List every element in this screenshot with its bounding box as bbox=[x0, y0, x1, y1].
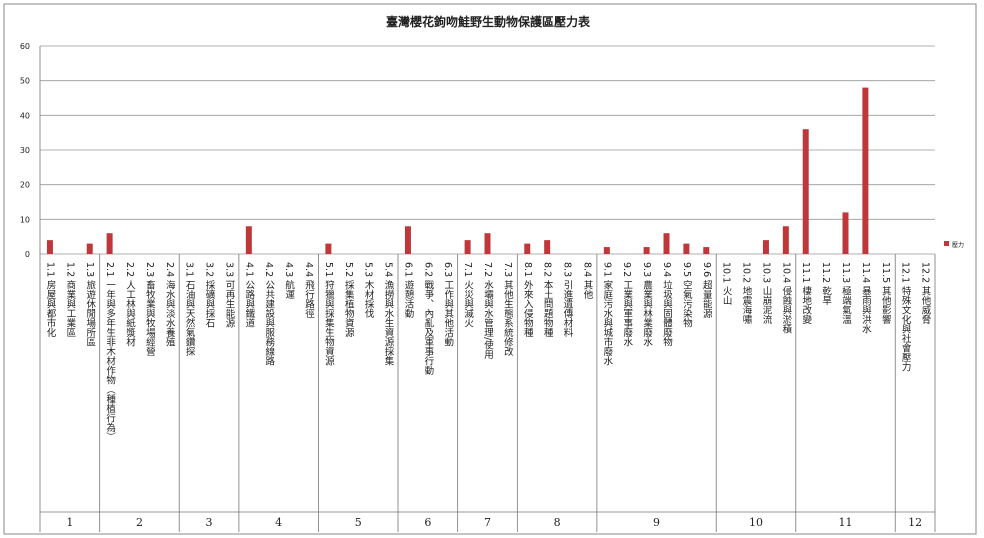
bar bbox=[862, 87, 869, 254]
group-label: 1 bbox=[66, 516, 73, 529]
x-tick-label: 9.2 工業與軍事廢水 bbox=[621, 262, 633, 347]
bar bbox=[802, 129, 809, 254]
bar bbox=[86, 243, 93, 254]
x-tick-label: 5.4 漁撈與水生資源採集 bbox=[383, 262, 395, 366]
x-tick-label: 8.1 外來入侵物種 bbox=[522, 262, 534, 338]
bar bbox=[325, 243, 332, 254]
y-tick-label: 50 bbox=[20, 77, 30, 86]
y-tick-label: 20 bbox=[20, 181, 30, 190]
group-label: 5 bbox=[355, 516, 362, 529]
x-tick-label: 4.3 航運 bbox=[283, 262, 295, 299]
group-label: 3 bbox=[206, 516, 213, 529]
x-tick-label: 5.1 狩獵與採集生物資源 bbox=[323, 262, 335, 366]
bar bbox=[106, 233, 113, 254]
x-tick-label: 9.1 家庭污水與城市廢水 bbox=[601, 262, 613, 366]
x-tick-label: 11.1 棲地改變 bbox=[800, 262, 812, 325]
group-label: 10 bbox=[749, 516, 763, 529]
bar bbox=[703, 247, 710, 254]
y-tick-label: 0 bbox=[25, 250, 30, 259]
bar bbox=[762, 240, 769, 254]
x-tick-label: 4.1 公路與鐵道 bbox=[243, 262, 255, 328]
x-tick-label: 8.3 引進遺傳材料 bbox=[562, 262, 574, 338]
group-label: 12 bbox=[908, 516, 922, 529]
x-tick-label: 6.3 工作與其他活動 bbox=[442, 262, 454, 347]
x-tick-label: 2.3 畜牧業與牧場經營 bbox=[144, 262, 156, 357]
bar bbox=[464, 240, 471, 254]
x-tick-label: 4.4 飛行路徑 bbox=[303, 262, 315, 318]
bar bbox=[643, 247, 650, 254]
x-tick-label: 3.2 採礦與採石 bbox=[204, 262, 216, 328]
x-tick-label: 12.1 特殊文化與社會壓力 bbox=[900, 262, 912, 373]
x-tick-label: 9.5 空氣污染物 bbox=[681, 262, 693, 328]
x-tick-label: 9.6 超量能源 bbox=[701, 262, 713, 319]
bar bbox=[245, 226, 252, 254]
legend-label: 壓力 bbox=[952, 241, 964, 249]
group-label: 11 bbox=[839, 516, 853, 529]
x-tick-label: 3.1 石油與天然氣鑽探 bbox=[184, 262, 196, 356]
x-tick-label: 2.4 海水與淡水養殖 bbox=[164, 262, 176, 347]
group-label: 2 bbox=[136, 516, 143, 529]
bar bbox=[663, 233, 670, 254]
chart-title: 臺灣櫻花鉤吻鮭野生動物保護區壓力表 bbox=[386, 14, 591, 29]
group-label: 8 bbox=[554, 516, 561, 529]
x-tick-label: 1.2 商業與工業區 bbox=[64, 262, 76, 337]
x-tick-label: 11.5 其他影響 bbox=[880, 262, 892, 325]
bar bbox=[484, 233, 491, 254]
x-tick-label: 2.1 一年與多年生非木材作物（種植行為） bbox=[104, 262, 116, 442]
x-tick-label: 11.4 暴雨與洪水 bbox=[860, 262, 872, 334]
x-tick-label: 5.2 採集植物資源 bbox=[343, 262, 355, 338]
group-label: 7 bbox=[484, 516, 491, 529]
bar bbox=[544, 240, 551, 254]
x-tick-label: 1.3 旅遊休閒場所區 bbox=[84, 262, 96, 347]
bar bbox=[842, 212, 849, 254]
x-tick-label: 4.2 公共建設與服務線路 bbox=[263, 262, 275, 366]
x-tick-label: 6.2 戰爭、內亂及軍事行動 bbox=[422, 262, 434, 376]
legend-swatch bbox=[944, 241, 949, 246]
x-tick-label: 7.1 火災與滅火 bbox=[462, 262, 474, 328]
x-tick-label: 9.4 垃圾與固體廢物 bbox=[661, 262, 673, 347]
bar bbox=[782, 226, 789, 254]
x-tick-label: 11.2 乾旱 bbox=[820, 262, 832, 306]
x-tick-label: 2.2 人工林與紙漿材 bbox=[124, 262, 136, 347]
x-tick-label: 10.1 火山 bbox=[721, 262, 733, 305]
y-tick-label: 30 bbox=[20, 146, 30, 155]
x-tick-label: 10.4 侵蝕與淤積 bbox=[780, 262, 792, 335]
group-label: 4 bbox=[275, 516, 282, 529]
bar bbox=[46, 240, 53, 254]
x-tick-label: 8.2 本土問題物種 bbox=[542, 262, 554, 338]
x-tick-label: 7.2 水壩與水管理/使用 bbox=[482, 262, 494, 360]
x-tick-label: 5.3 木材採伐 bbox=[363, 262, 375, 318]
x-tick-label: 10.3 山崩泥流 bbox=[760, 262, 772, 325]
x-tick-label: 12.2 其他威脅 bbox=[920, 262, 932, 325]
group-label: 9 bbox=[653, 516, 660, 529]
bar bbox=[404, 226, 411, 254]
bar bbox=[603, 247, 610, 254]
y-tick-label: 60 bbox=[20, 42, 30, 51]
x-tick-label: 1.1 房屋與都市化 bbox=[44, 262, 56, 338]
x-tick-label: 7.3 其他生態系統修改 bbox=[502, 262, 514, 357]
group-label: 6 bbox=[424, 516, 431, 529]
y-tick-label: 40 bbox=[20, 111, 30, 120]
chart-frame bbox=[3, 3, 977, 535]
bar bbox=[683, 243, 690, 254]
y-tick-label: 10 bbox=[20, 215, 30, 224]
x-tick-label: 8.4 其他 bbox=[581, 262, 593, 300]
x-tick-label: 11.3 極端氣溫 bbox=[840, 262, 852, 324]
x-tick-label: 10.2 地震海嘯 bbox=[741, 262, 753, 325]
x-tick-label: 9.3 農業與林業廢水 bbox=[641, 262, 653, 347]
x-tick-label: 6.1 遊憩活動 bbox=[402, 262, 414, 319]
bar bbox=[524, 243, 531, 254]
x-tick-label: 3.3 可再生能源 bbox=[223, 262, 235, 328]
